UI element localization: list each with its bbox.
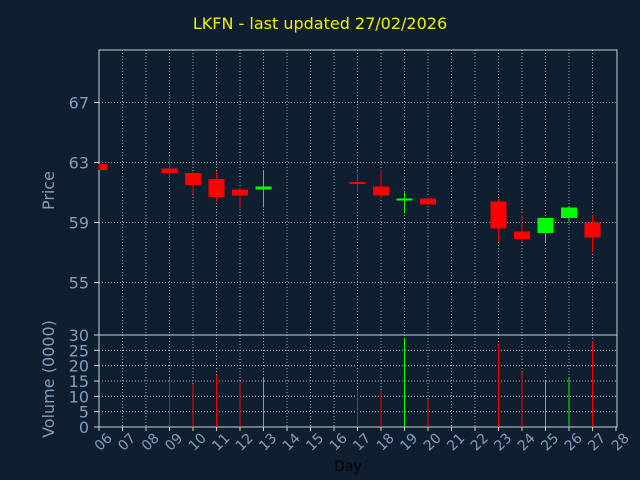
- price-tick-label: 59: [69, 214, 89, 233]
- candle-body: [100, 164, 107, 170]
- candle-body: [185, 173, 201, 185]
- candle-body: [514, 231, 530, 239]
- candle-body: [396, 198, 413, 201]
- x-tick-label: 14: [280, 430, 304, 454]
- candle-body: [255, 186, 272, 190]
- x-tick-label: 11: [209, 430, 233, 454]
- x-tick-label: 25: [538, 430, 562, 454]
- x-tick-label: 17: [350, 430, 374, 454]
- candle-body: [537, 218, 554, 233]
- x-tick-label: 12: [233, 430, 257, 454]
- candle-body: [420, 198, 436, 205]
- volume-tick-label: 15: [69, 372, 89, 391]
- volume-tick-label: 10: [69, 387, 89, 406]
- chart-title: LKFN - last updated 27/02/2026: [192, 14, 448, 33]
- candle-body: [584, 222, 601, 238]
- candle-body: [561, 207, 577, 218]
- x-tick-label: 19: [397, 430, 421, 454]
- x-tick-label: 08: [139, 430, 163, 454]
- volume-tick-label: 30: [69, 326, 89, 345]
- x-tick-label: 27: [585, 430, 609, 454]
- x-tick-label: 24: [515, 430, 539, 454]
- volume-tick-label: 5: [79, 403, 89, 422]
- volume-tick-label: 0: [79, 418, 89, 437]
- x-tick-label: 20: [421, 430, 445, 454]
- candle-body: [161, 168, 178, 173]
- price-tick-label: 55: [69, 274, 89, 293]
- candle-body: [373, 186, 389, 196]
- x-tick-label: 23: [491, 430, 515, 454]
- volume-tick-label: 20: [69, 357, 89, 376]
- volume-tick-label: 25: [69, 341, 89, 360]
- x-tick-label: 10: [186, 430, 210, 454]
- volume-axis-title: Volume (0000): [39, 320, 58, 438]
- x-tick-label: 15: [303, 430, 327, 454]
- x-tick-label: 22: [468, 430, 492, 454]
- x-tick-label: 18: [374, 430, 398, 454]
- x-tick-label: 16: [327, 430, 351, 454]
- candle-body: [232, 189, 248, 196]
- price-axis-title: Price: [39, 171, 58, 210]
- x-tick-label: 21: [444, 430, 468, 454]
- x-tick-label: 07: [115, 430, 139, 454]
- x-tick-label: 28: [609, 430, 633, 454]
- x-axis-title: Day: [334, 459, 362, 475]
- candle-body: [349, 182, 366, 184]
- x-tick-label: 09: [162, 430, 186, 454]
- x-tick-label: 06: [92, 430, 116, 454]
- candle-body: [208, 179, 225, 197]
- candle-body: [490, 201, 507, 229]
- x-tick-label: 26: [562, 430, 586, 454]
- x-tick-label: 13: [256, 430, 280, 454]
- price-tick-label: 63: [69, 154, 89, 173]
- price-tick-label: 67: [69, 94, 89, 113]
